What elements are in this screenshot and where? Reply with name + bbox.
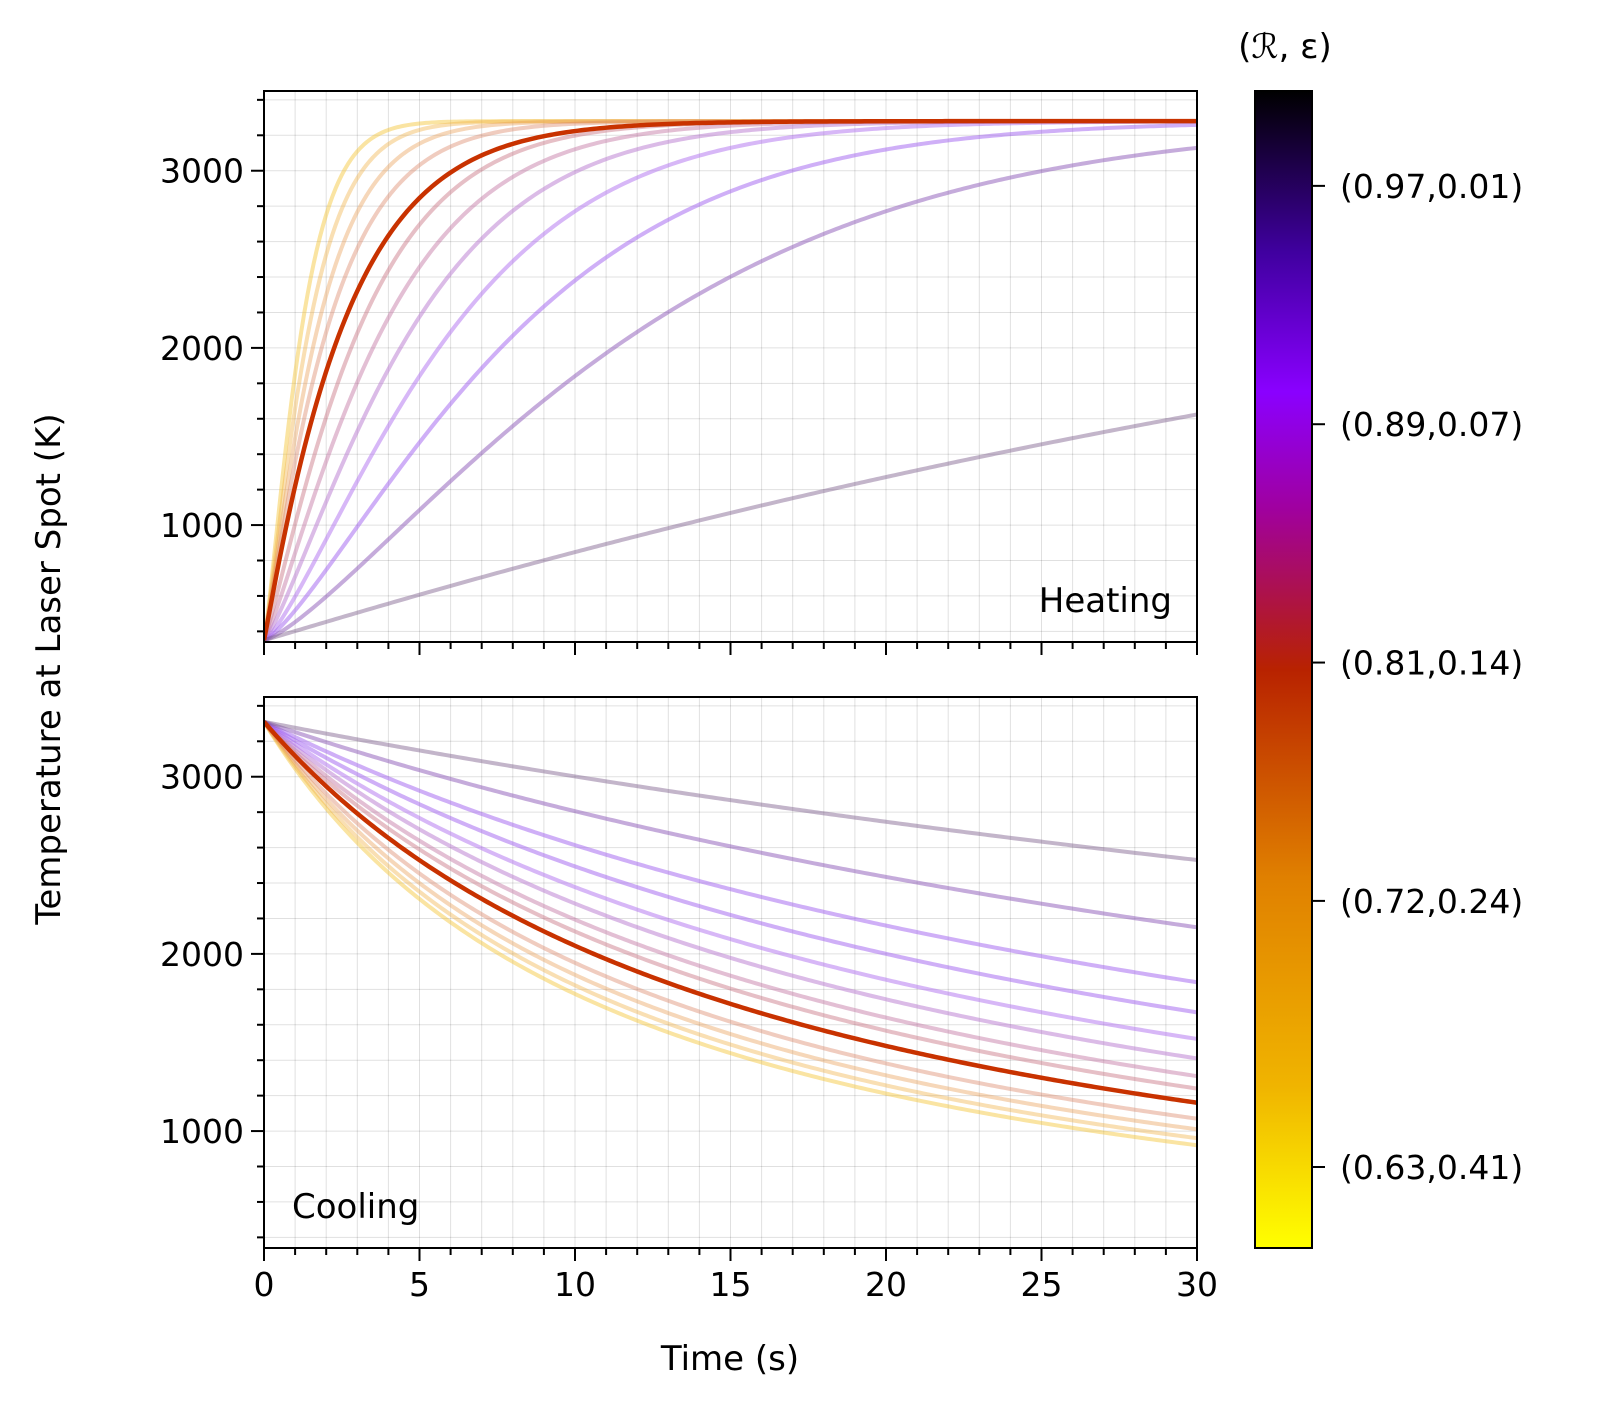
series-line [264,720,1197,1091]
series-line [264,118,1197,641]
colorbar-label: (0.63,0.41) [1340,1148,1523,1187]
y-tick-label: 1000 [160,506,244,545]
cooling-series [264,719,1197,1148]
cooling-panel: 1000 2000 3000 0 5 10 15 20 25 30 Cooling [160,696,1218,1304]
x-tick-label: 30 [1176,1265,1218,1304]
y-axis-title: Temperature at Laser Spot (K) [29,413,69,925]
colorbar-title: (ℛ, ε) [1238,27,1332,67]
heating-panel: 1000 2000 3000 Heating [160,90,1198,655]
series-line [264,719,1197,930]
series-line [264,720,1197,1121]
series-line [264,720,1197,1105]
y-tick-label: 3000 [160,758,244,797]
series-line [264,412,1197,642]
series-line [264,122,1197,642]
colorbar-gradient [1254,90,1313,1249]
cooling-ticks: 1000 2000 3000 0 5 10 15 20 25 30 [160,704,1218,1304]
heating-plot-frame [263,90,1198,643]
x-tick-label: 5 [409,1265,430,1304]
y-tick-label: 1000 [160,1112,244,1151]
y-tick-label: 3000 [160,152,244,191]
series-line [264,720,1197,1148]
series-line [264,720,1197,985]
x-tick-label: 10 [554,1265,596,1304]
heating-label: Heating [1039,581,1172,621]
cooling-plot-frame [263,696,1198,1249]
heating-grid [263,91,1198,642]
x-tick-label: 25 [1021,1265,1063,1304]
x-tick-label: 20 [865,1265,907,1304]
x-tick-label: 15 [710,1265,752,1304]
series-line [264,720,1197,1132]
heating-series [264,118,1197,642]
colorbar-label: (0.89,0.07) [1340,405,1523,444]
cooling-grid [263,697,1198,1248]
y-tick-label: 2000 [160,329,244,368]
colorbar: (ℛ, ε) (0.97,0.01) (0.89,0.07) (0.81,0.14)… [1238,27,1523,1249]
colorbar-label: (0.72,0.24) [1340,882,1523,921]
x-axis-title: Time (s) [660,1339,799,1379]
colorbar-label: (0.97,0.01) [1340,167,1523,206]
series-line [264,720,1197,1041]
x-tick-label: 0 [254,1265,275,1304]
cooling-label: Cooling [292,1187,419,1227]
series-line [264,720,1197,1061]
series-line [264,145,1197,642]
y-tick-label: 2000 [160,935,244,974]
colorbar-label: (0.81,0.14) [1340,644,1523,683]
colorbar-ticks: (0.97,0.01) (0.89,0.07) (0.81,0.14) (0.72,0… [1312,167,1523,1187]
series-line [264,719,1197,862]
series-line [264,720,1197,1015]
heating-ticks: 1000 2000 3000 [160,98,1198,655]
series-line [264,720,1197,1141]
series-line [264,720,1197,1079]
